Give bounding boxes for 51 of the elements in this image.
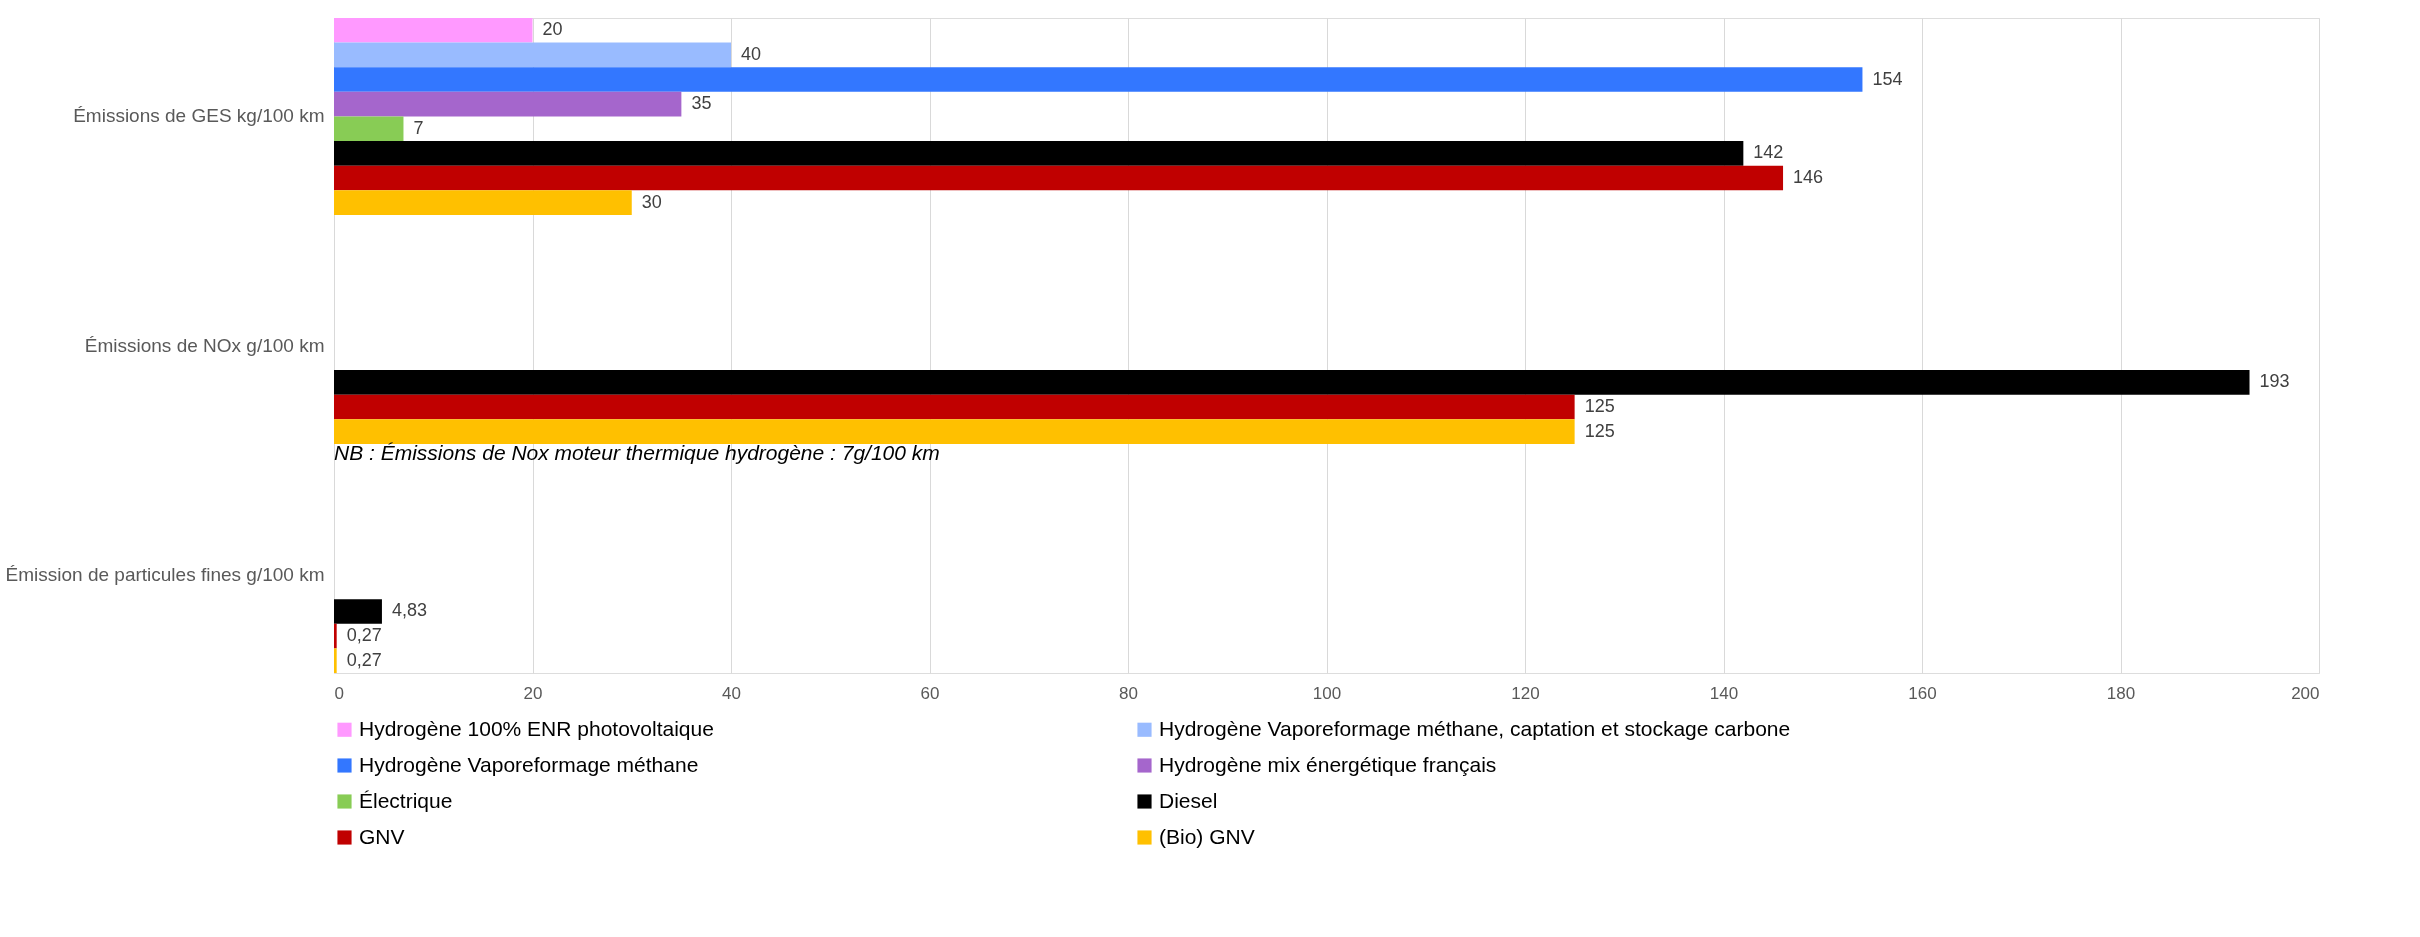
bar xyxy=(334,91,682,117)
data-label: 30 xyxy=(641,191,662,212)
data-label: 0,27 xyxy=(346,625,382,646)
data-label: 40 xyxy=(741,43,762,64)
data-label: 146 xyxy=(1793,167,1824,188)
data-label: 20 xyxy=(542,19,563,40)
data-label: 125 xyxy=(1584,396,1615,417)
legend-label: (Bio) GNV xyxy=(1159,824,1255,848)
x-tick-label: 80 xyxy=(1119,683,1138,703)
data-label: 4,83 xyxy=(391,600,427,621)
data-label: 142 xyxy=(1753,142,1784,163)
y-tick-label: Émission de particules fines g/100 km xyxy=(5,563,325,585)
bar xyxy=(334,141,1744,166)
legend-label: Électrique xyxy=(359,788,453,812)
legend-label: Hydrogène Vaporeformage méthane, captation et stockage carbone xyxy=(1159,716,1791,740)
x-tick-label: 0 xyxy=(334,683,344,703)
legend-label: Hydrogène Vaporeformage méthane xyxy=(359,752,699,776)
x-tick-label: 180 xyxy=(2106,683,2136,703)
x-tick-label: 60 xyxy=(920,683,940,703)
x-tick-label: 120 xyxy=(1511,683,1540,703)
data-label: 35 xyxy=(691,93,712,114)
legend-label: Diesel xyxy=(1159,788,1218,812)
x-tick-label: 20 xyxy=(523,683,543,703)
x-tick-label: 100 xyxy=(1312,683,1342,703)
data-label: 7 xyxy=(413,117,424,138)
legend-label: Hydrogène 100% ENR photovoltaique xyxy=(359,716,714,740)
x-tick-label: 200 xyxy=(2291,683,2320,703)
bar xyxy=(334,67,1863,92)
bar xyxy=(334,116,404,142)
bar xyxy=(334,394,1575,420)
bar xyxy=(334,190,632,215)
data-label: 154 xyxy=(1872,68,1903,89)
data-label: 193 xyxy=(2259,371,2290,392)
legend-label: Hydrogène mix énergétique français xyxy=(1159,752,1497,776)
bar xyxy=(334,648,337,673)
data-label: 0,27 xyxy=(346,649,382,670)
x-tick-label: 40 xyxy=(722,683,741,703)
bar xyxy=(334,18,533,43)
bar xyxy=(334,42,731,68)
data-label: 125 xyxy=(1584,420,1615,441)
annotation: NB : Émissions de Nox moteur thermique hydrogène : 7g/100 km xyxy=(334,440,940,464)
bar xyxy=(334,599,382,624)
bar xyxy=(334,165,1784,191)
y-tick-label: Émissions de GES kg/100 km xyxy=(73,105,325,127)
legend-label: GNV xyxy=(359,824,405,848)
x-tick-label: 140 xyxy=(1709,683,1739,703)
y-tick-label: Émissions de NOx g/100 km xyxy=(84,334,325,356)
x-tick-label: 160 xyxy=(1908,683,1937,703)
bar xyxy=(334,623,337,649)
bar xyxy=(334,370,2250,395)
bar xyxy=(334,419,1575,444)
